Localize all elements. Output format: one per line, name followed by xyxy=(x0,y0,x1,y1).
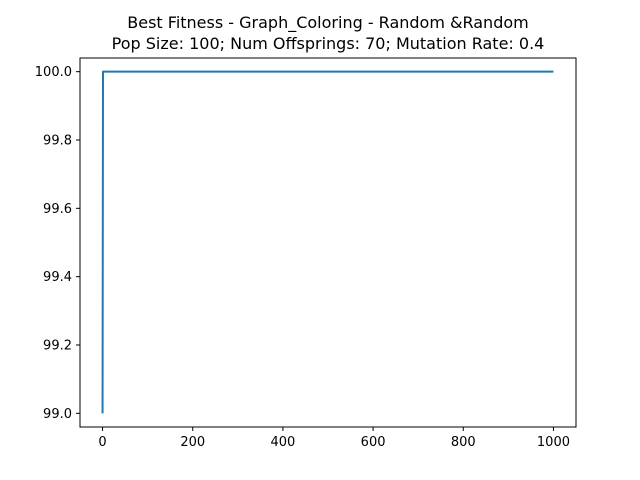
axes-frame xyxy=(79,57,577,428)
x-tick-label: 200 xyxy=(180,435,205,450)
y-tick-label: 99.6 xyxy=(43,202,72,217)
chart-title: Best Fitness - Graph_Coloring - Random &… xyxy=(127,13,528,33)
x-tick-label: 600 xyxy=(361,435,386,450)
y-tick-label: 99.4 xyxy=(43,270,72,285)
x-axis: 0 200 400 600 800 1000 xyxy=(98,427,570,450)
y-tick-label: 99.8 xyxy=(43,134,72,149)
x-tick-label: 0 xyxy=(98,435,106,450)
series-line xyxy=(101,70,554,414)
plot-area xyxy=(101,70,554,414)
chart-subtitle: Pop Size: 100; Num Offsprings: 70; Mutat… xyxy=(112,34,545,53)
x-tick-label: 1000 xyxy=(537,435,570,450)
y-tick-label: 99.0 xyxy=(43,407,72,422)
y-axis: 99.0 99.2 99.4 99.6 99.8 100.0 xyxy=(35,65,80,422)
x-tick-label: 400 xyxy=(270,435,295,450)
x-tick-label: 800 xyxy=(451,435,476,450)
y-tick-label: 100.0 xyxy=(35,65,72,80)
y-tick-label: 99.2 xyxy=(43,339,72,354)
